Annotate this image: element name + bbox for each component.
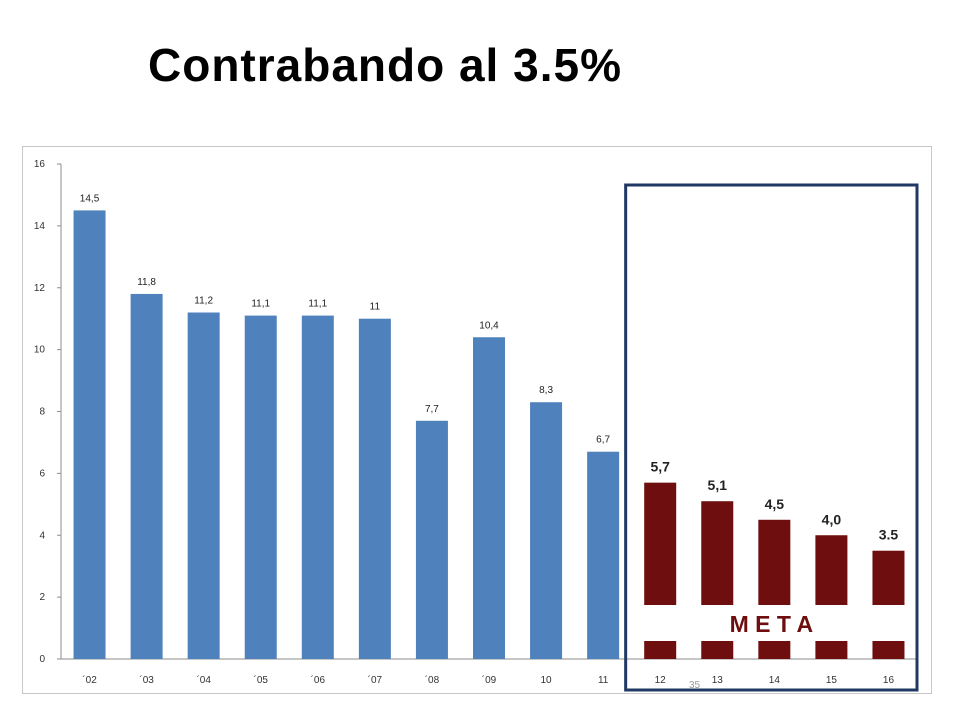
x-tick-label: ´04 [196,674,211,686]
bar-value-label: 6,7 [596,435,610,446]
bar-value-label: 5,7 [650,459,670,475]
bar-value-label: 5,1 [708,477,728,493]
y-tick-label: 10 [34,345,46,356]
x-tick-label: ´09 [482,674,497,686]
bar [358,318,391,659]
page-number: 35 [689,680,701,691]
bar-chart: 0 2 4 6 8 10 12 14 16 14,5 ´02 11,8 ´03 11,2 ´04 11,1 ´0… [34,159,919,692]
bar [73,210,106,659]
bar [301,315,334,659]
bar-value-label: 4,0 [822,511,842,527]
y-tick-label: 12 [34,283,46,294]
bar-value-label: 11,1 [251,299,270,310]
bar [872,550,905,659]
chart-container: 0 2 4 6 8 10 12 14 16 14,5 ´02 11,8 ´03 11,2 ´04 11,1 ´0… [22,146,932,694]
bar-value-label: 4,5 [765,496,785,512]
bar-value-label: 3.5 [879,527,899,543]
x-tick-label: ´08 [425,674,440,686]
bar-value-label: 11 [370,302,381,313]
y-tick-label: 4 [39,530,45,541]
bar [473,337,505,659]
y-tick-label: 16 [34,159,46,170]
goal-box [624,183,919,692]
goal-label: M E T A [730,611,813,637]
bar-value-label: 11,8 [137,277,156,288]
bar-value-label: 11,2 [194,296,213,307]
bar [587,451,620,659]
bar [415,420,448,659]
bar [187,312,220,659]
bar-value-label: 8,3 [539,385,553,396]
bar-value-label: 10,4 [479,320,499,331]
x-tick-label: 13 [712,675,724,686]
bar-value-label: 11,1 [308,299,327,310]
x-tick-label: 12 [655,675,667,686]
y-tick-label: 6 [39,468,45,479]
page-title: Contrabando al 3.5% [148,39,622,91]
y-tick-label: 0 [39,654,45,665]
x-tick-label: 11 [598,675,609,686]
y-tick-label: 2 [39,592,45,603]
bar-value-label: 14,5 [80,193,100,204]
x-tick-label: ´02 [82,674,97,686]
x-tick-label: ´05 [254,674,269,686]
x-tick-label: 16 [883,675,895,686]
x-tick-label: ´03 [139,674,154,686]
x-tick-label: ´06 [311,674,326,686]
bar [530,402,563,659]
y-tick-label: 14 [34,221,46,232]
bar [244,315,277,659]
bar-value-label: 7,7 [425,404,439,415]
x-tick-label: 10 [541,675,553,686]
x-tick-label: 14 [769,675,781,686]
x-tick-label: 15 [826,675,838,686]
goal-band [627,605,917,641]
bar [130,293,163,659]
y-tick-label: 8 [39,407,45,418]
x-tick-label: ´07 [368,674,383,686]
